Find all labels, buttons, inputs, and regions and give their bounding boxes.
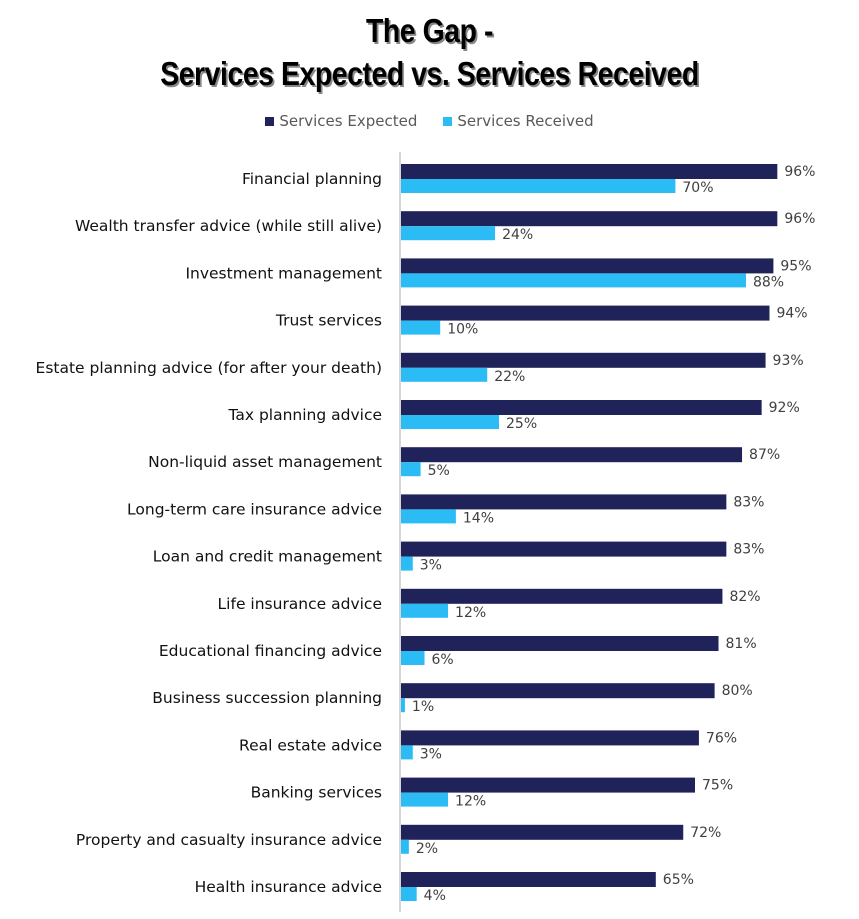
bar-received [401,462,421,477]
bar-received [401,273,746,288]
data-label-expected: 87% [749,447,780,463]
category-label: Business succession planning [152,689,382,707]
bar-expected [401,164,778,179]
data-label-received: 14% [463,510,494,526]
data-label-received: 6% [432,652,454,668]
bar-expected [401,541,727,557]
chart-title-line2: Services Expected vs. Services Received [160,55,699,92]
category-label: Non-liquid asset management [148,453,382,471]
bar-expected [401,683,715,699]
data-label-expected: 94% [776,306,807,322]
bar-expected [401,305,770,321]
bar-expected [401,730,699,746]
legend-item-expected: Services Expected [265,112,417,130]
bar-expected [401,588,723,604]
category-label: Real estate advice [239,736,382,754]
data-label-expected: 92% [769,400,800,416]
bar-received [401,415,499,429]
bar-received [401,603,449,618]
bar-received [401,887,417,901]
category-label: Tax planning advice [227,406,382,424]
category-label: Banking services [251,784,382,802]
category-label: Estate planning advice (for after your d… [36,359,382,377]
data-label-expected: 96% [784,211,815,227]
data-label-received: 12% [455,794,486,810]
data-label-expected: 83% [733,542,764,558]
category-label: Health insurance advice [195,878,382,896]
data-label-expected: 96% [784,164,815,180]
legend-swatch-expected [265,116,275,126]
bar-received [401,839,409,854]
data-label-received: 4% [424,888,446,904]
bar-expected [401,447,743,463]
legend-label-expected: Services Expected [279,112,418,130]
data-label-received: 88% [753,274,784,290]
category-label: Educational financing advice [159,642,382,660]
bar-received [401,698,405,713]
category-label: Trust services [275,312,382,330]
bar-received [401,556,413,571]
bar-expected [401,636,719,651]
data-label-received: 10% [447,322,478,338]
category-label: Life insurance advice [218,595,382,613]
data-label-received: 22% [494,369,525,385]
data-label-received: 12% [455,605,486,621]
bar-expected [401,824,684,840]
data-label-expected: 95% [780,258,811,274]
data-label-expected: 93% [773,353,804,369]
bar-expected [401,352,766,368]
bar-received [401,792,449,807]
data-label-received: 25% [506,416,537,432]
bar-expected [401,872,656,887]
data-label-expected: 75% [702,778,733,794]
data-label-received: 70% [682,180,713,196]
bar-received [401,179,676,193]
data-label-expected: 80% [722,683,753,699]
bar-expected [401,494,727,510]
data-label-expected: 76% [706,730,737,746]
chart-title-line1: The Gap - [365,12,494,49]
bar-received [401,509,456,524]
bar-expected [401,400,762,415]
data-label-expected: 65% [663,872,694,888]
bar-received [401,226,496,241]
data-label-received: 1% [412,699,434,715]
data-label-received: 3% [420,558,442,574]
category-label: Property and casualty insurance advice [76,831,382,849]
bar-received [401,745,413,760]
category-label: Investment management [185,264,382,282]
category-label: Long-term care insurance advice [127,500,382,518]
data-label-received: 5% [428,463,450,479]
legend: Services Expected Services Received [0,112,859,130]
data-label-received: 3% [420,746,442,762]
bar-received [401,651,425,665]
data-label-expected: 83% [733,494,764,510]
legend-item-received: Services Received [443,112,594,130]
category-label: Financial planning [242,170,382,188]
bar-received [401,320,441,335]
bar-expected [401,211,778,227]
category-label: Loan and credit management [153,548,382,566]
data-label-received: 2% [416,841,438,857]
bar-expected [401,777,695,793]
legend-label-received: Services Received [457,112,594,130]
legend-swatch-received [443,116,453,126]
bar-received [401,367,488,382]
bar-expected [401,258,774,274]
data-label-expected: 72% [690,825,721,841]
data-label-received: 24% [502,227,533,243]
category-label: Wealth transfer advice (while still aliv… [75,217,382,235]
data-label-expected: 81% [726,636,757,652]
data-label-expected: 82% [729,589,760,605]
